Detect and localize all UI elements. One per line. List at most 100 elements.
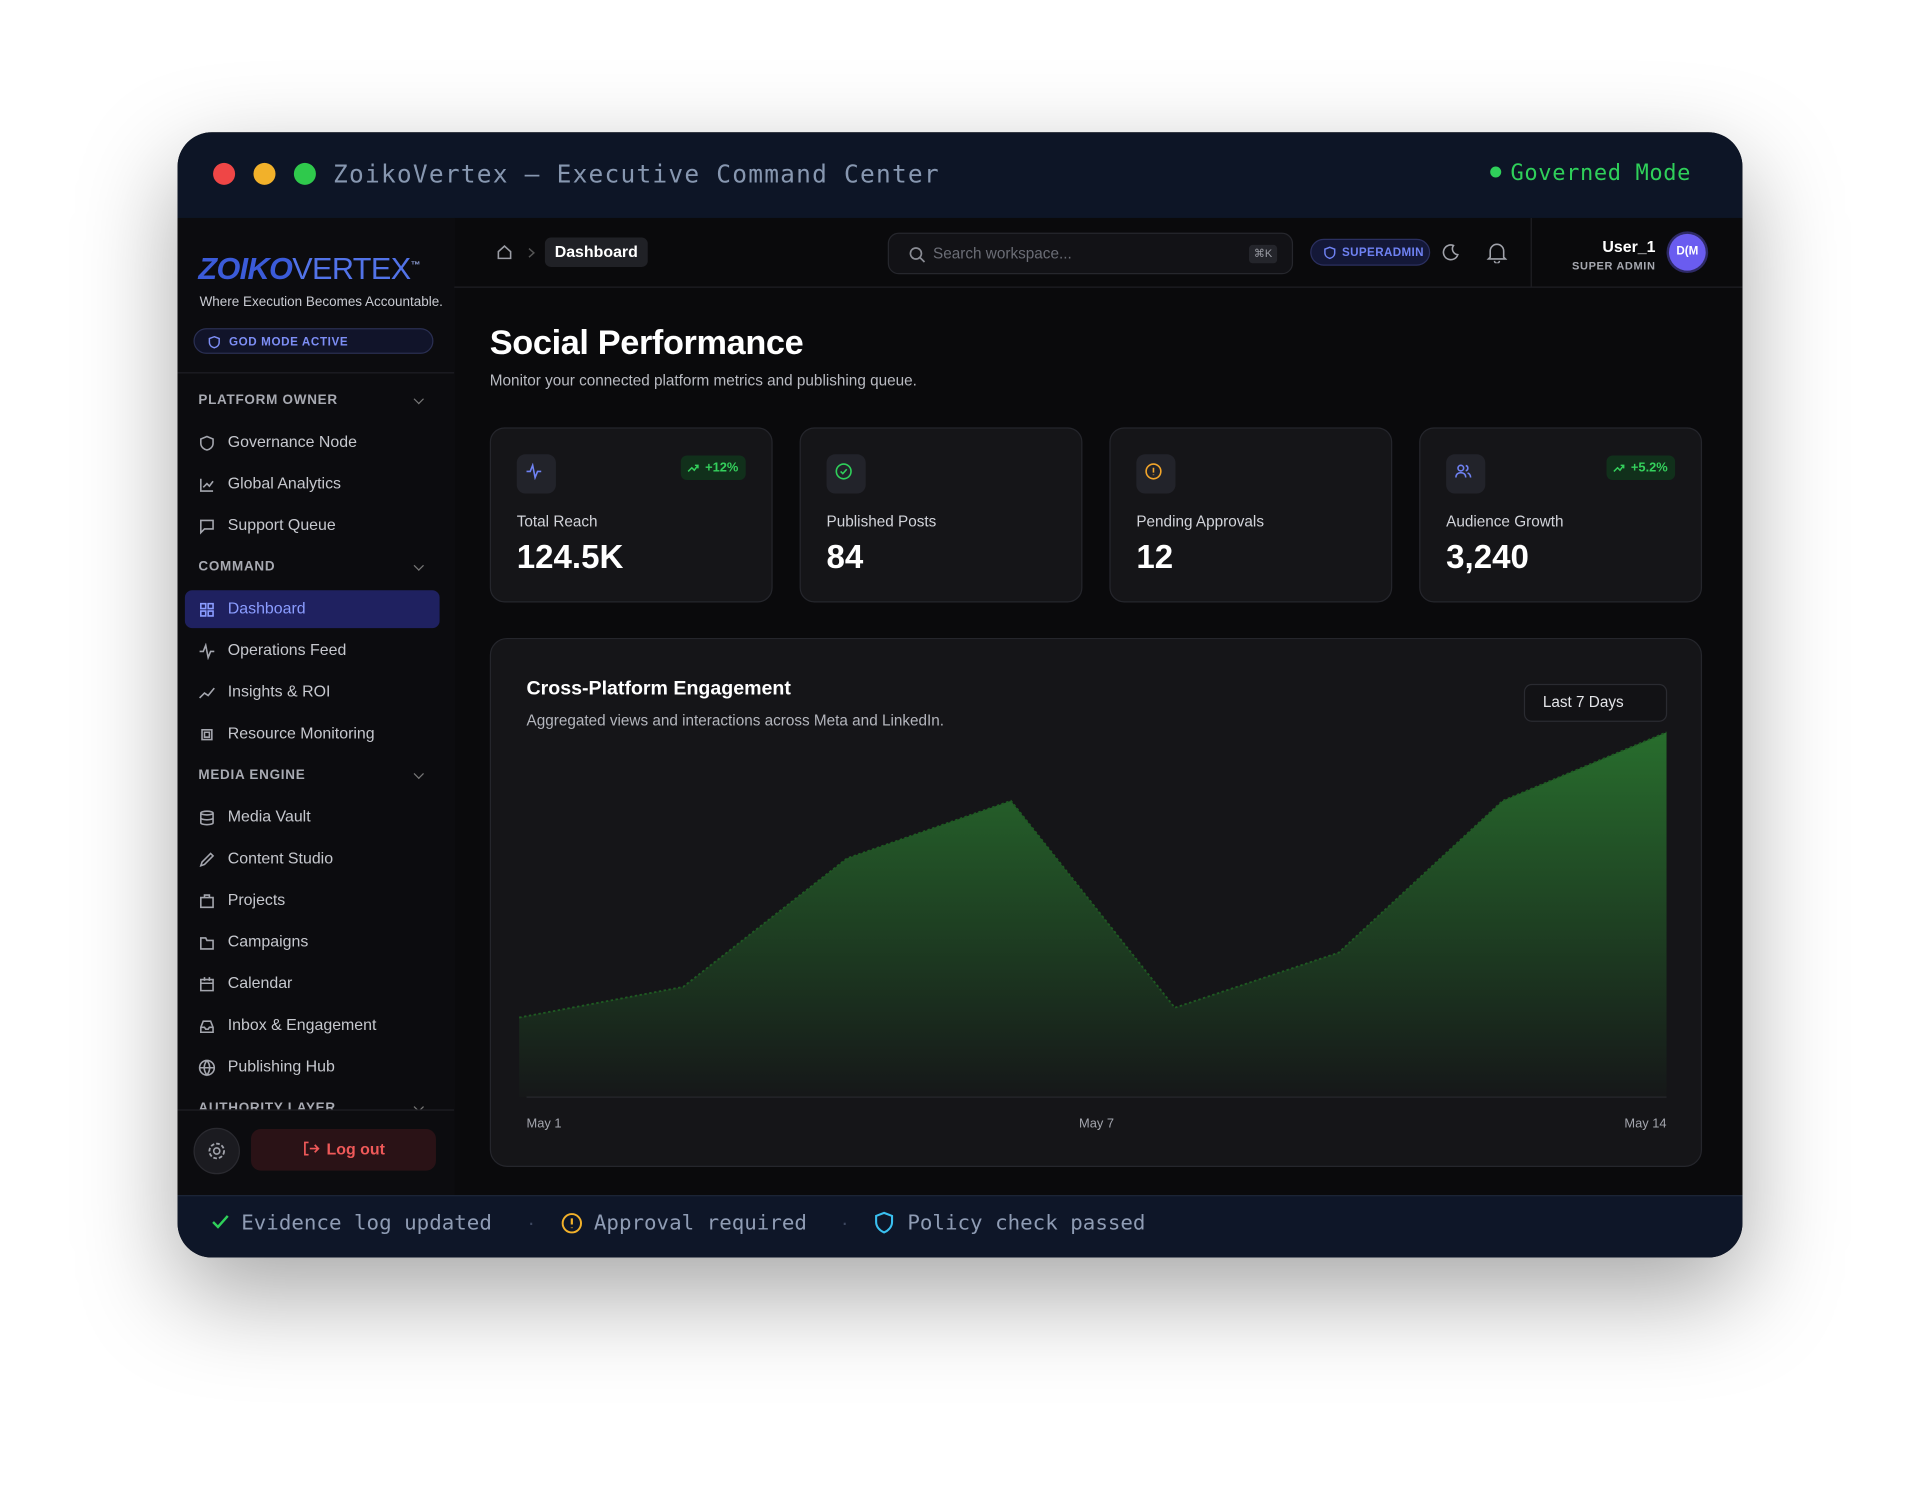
top-bar: Dashboard Search workspace... ⌘K SUPERAD… xyxy=(454,217,1743,288)
icon xyxy=(200,810,214,826)
nav-item[interactable]: Operations Feed xyxy=(178,629,455,671)
logout-button[interactable]: Log out xyxy=(251,1128,436,1171)
range-label[interactable]: Last 7 Days xyxy=(1543,694,1624,711)
search-icon xyxy=(909,247,926,263)
nav-item[interactable]: Inbox & Engagement xyxy=(178,1004,455,1046)
icon-shape xyxy=(198,1059,216,1077)
maximize-button[interactable] xyxy=(293,162,316,185)
stat-icon xyxy=(516,454,556,494)
nav-item[interactable]: Content Studio xyxy=(178,838,455,880)
x-tick-label: May 1 xyxy=(527,1115,562,1130)
icon-shape xyxy=(200,478,214,492)
icon xyxy=(526,462,542,481)
icon xyxy=(198,1059,216,1077)
shortcut: ⌘K xyxy=(1248,244,1278,264)
breadcrumb[interactable]: Dashboard xyxy=(544,237,648,267)
gear-icon xyxy=(208,1142,226,1160)
nav-item-label: Support Queue xyxy=(227,515,336,534)
shield-icon xyxy=(208,335,220,349)
trend-icon xyxy=(687,464,699,472)
icon xyxy=(199,852,215,867)
settings-button[interactable] xyxy=(193,1127,241,1175)
nav-item[interactable]: Dashboard xyxy=(178,588,455,630)
chart-title: Cross-Platform Engagement xyxy=(527,678,792,700)
logo-first: ZOIKO xyxy=(198,252,293,287)
nav-item-label: Governance Node xyxy=(227,432,357,451)
stat-card: +12% Total Reach 124.5K xyxy=(489,427,773,603)
close-button[interactable] xyxy=(213,162,236,185)
range-button-box[interactable] xyxy=(1523,683,1668,722)
trend-arrow xyxy=(687,464,699,472)
nav-item[interactable]: Campaigns xyxy=(178,921,455,963)
nav-item[interactable]: Insights & ROI xyxy=(178,671,455,713)
nav-item-label: Content Studio xyxy=(227,848,334,867)
icon xyxy=(200,602,214,617)
status-item: Policy check passed xyxy=(907,1211,1146,1236)
stat-label: Audience Growth xyxy=(1446,513,1564,531)
search-placeholder: Search workspace... xyxy=(933,244,1072,263)
nav-item[interactable]: Resource Monitoring xyxy=(178,713,455,755)
warning-icon xyxy=(561,1213,583,1234)
stat-label: Published Posts xyxy=(826,513,937,531)
sidebar-footer: Log out xyxy=(177,1109,455,1197)
avatar[interactable]: D(M xyxy=(1668,233,1706,271)
nav-section-header[interactable]: PLATFORM OWNER xyxy=(178,380,455,422)
nav-item[interactable]: Support Queue xyxy=(178,504,455,546)
icon-shape xyxy=(200,1020,214,1034)
nav-item-label: Media Vault xyxy=(227,806,311,826)
nav-item-label: Inbox & Engagement xyxy=(227,1015,377,1034)
home-icon[interactable] xyxy=(496,244,513,261)
search-box[interactable]: Search workspace... ⌘K xyxy=(887,232,1294,275)
nav-section-header[interactable]: COMMAND xyxy=(178,546,455,588)
check-icon xyxy=(212,1215,229,1229)
nav-item[interactable]: Publishing Hub xyxy=(178,1046,455,1088)
stat-icon xyxy=(1446,454,1486,494)
nav-item[interactable]: Media Vault xyxy=(178,796,455,838)
stat-label: Pending Approvals xyxy=(1136,513,1264,531)
nav-item-label: Resource Monitoring xyxy=(227,723,375,743)
icon xyxy=(199,642,215,661)
nav-item-label: Projects xyxy=(227,890,286,909)
user-role: SUPER ADMIN xyxy=(1572,259,1656,272)
nav-item[interactable]: Global Analytics xyxy=(178,463,455,505)
nav-item-label: Calendar xyxy=(227,973,293,992)
nav-item[interactable]: Calendar xyxy=(178,962,455,1004)
status-bar: Evidence log updated · Approval required… xyxy=(177,1195,1743,1258)
line xyxy=(519,731,1667,1019)
icon-shape xyxy=(200,810,214,826)
role-badge-text: SUPERADMIN xyxy=(1342,246,1424,260)
range-button[interactable]: Last 7 Days xyxy=(1523,683,1668,722)
nav-item-label: Publishing Hub xyxy=(227,1056,335,1076)
icon-shape xyxy=(200,435,214,451)
badge-text: GOD MODE ACTIVE xyxy=(228,335,349,349)
window-title: ZoikoVertex — Executive Command Center xyxy=(333,159,940,189)
minimize-button[interactable] xyxy=(253,162,276,185)
logo: ZOIKOVERTEX™ xyxy=(198,252,421,288)
stat-card: +5.2% Audience Growth 3,240 xyxy=(1419,427,1703,603)
notifications-button[interactable] xyxy=(1486,241,1508,264)
nav-item[interactable]: Governance Node xyxy=(178,421,455,463)
stat-value: 124.5K xyxy=(516,538,624,576)
stat-value: 12 xyxy=(1136,538,1174,576)
page-title: Social Performance xyxy=(489,323,804,362)
nav-section-header[interactable]: MEDIA ENGINE xyxy=(178,754,455,796)
trend-badge: +12% xyxy=(680,455,746,481)
app-window: ZoikoVertex — Executive Command Center G… xyxy=(177,132,1743,1258)
icon xyxy=(200,937,214,950)
trend-icon xyxy=(1613,464,1625,472)
role-badge: SUPERADMIN xyxy=(1310,238,1431,266)
nav-item-label: Global Analytics xyxy=(227,473,342,493)
icon-shape xyxy=(200,977,214,992)
nav-item[interactable]: Projects xyxy=(178,879,455,921)
icon-shape xyxy=(200,519,214,535)
logo-mark: ™ xyxy=(410,259,421,271)
status-separator: · xyxy=(841,1211,849,1235)
trend-text: +12% xyxy=(705,460,739,476)
theme-toggle[interactable] xyxy=(1441,242,1461,262)
icon xyxy=(1455,464,1472,478)
icon-shape xyxy=(199,687,215,699)
nav: PLATFORM OWNER Governance Node Global Anal… xyxy=(178,380,455,1129)
